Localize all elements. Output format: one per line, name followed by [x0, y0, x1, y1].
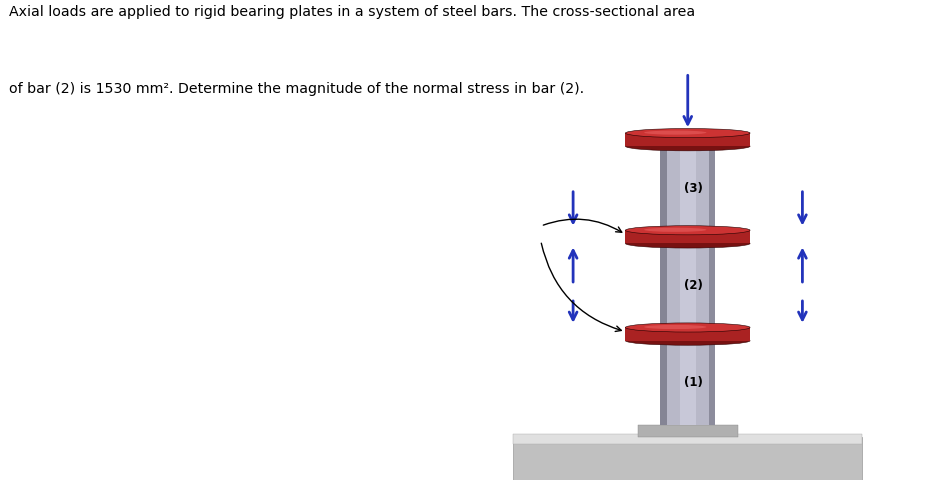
Bar	[625, 327, 749, 341]
Bar	[708, 341, 714, 425]
Ellipse shape	[624, 336, 749, 345]
Text: 75 kN: 75 kN	[816, 287, 859, 300]
Bar	[660, 146, 666, 230]
Ellipse shape	[643, 131, 706, 135]
Ellipse shape	[624, 142, 749, 151]
Ellipse shape	[624, 129, 749, 138]
Ellipse shape	[624, 323, 749, 332]
Bar	[679, 146, 695, 230]
Bar	[625, 133, 749, 146]
Bar	[513, 434, 861, 444]
Bar	[708, 146, 714, 230]
Text: of bar (2) is 1530 mm². Determine the magnitude of the normal stress in bar (2).: of bar (2) is 1530 mm². Determine the ma…	[9, 82, 584, 96]
Text: Axial loads are applied to rigid bearing plates in a system of steel bars. The c: Axial loads are applied to rigid bearing…	[9, 5, 695, 19]
Bar	[708, 244, 714, 328]
Bar	[660, 244, 666, 328]
Text: (1): (1)	[683, 376, 702, 389]
Text: (2): (2)	[683, 279, 702, 292]
Ellipse shape	[624, 239, 749, 248]
Bar	[660, 146, 714, 230]
Ellipse shape	[643, 325, 706, 329]
Ellipse shape	[624, 226, 749, 235]
Text: 75 kN: 75 kN	[515, 287, 558, 300]
Text: (3): (3)	[683, 182, 702, 195]
Text: 150 kN: 150 kN	[816, 173, 869, 187]
Text: 275 kN: 275 kN	[505, 281, 558, 294]
Bar	[660, 341, 714, 425]
Bar	[513, 437, 861, 480]
Text: rigid
bearing
plates: rigid bearing plates	[488, 215, 528, 250]
Bar	[679, 341, 695, 425]
Bar	[660, 341, 666, 425]
Bar	[625, 230, 749, 243]
Bar	[660, 244, 714, 328]
Text: 275 kN: 275 kN	[816, 281, 869, 294]
Text: 125 kN: 125 kN	[661, 56, 713, 69]
Bar	[637, 425, 737, 437]
Bar	[679, 244, 695, 328]
Ellipse shape	[643, 228, 706, 232]
Text: 150 kN: 150 kN	[505, 173, 558, 187]
